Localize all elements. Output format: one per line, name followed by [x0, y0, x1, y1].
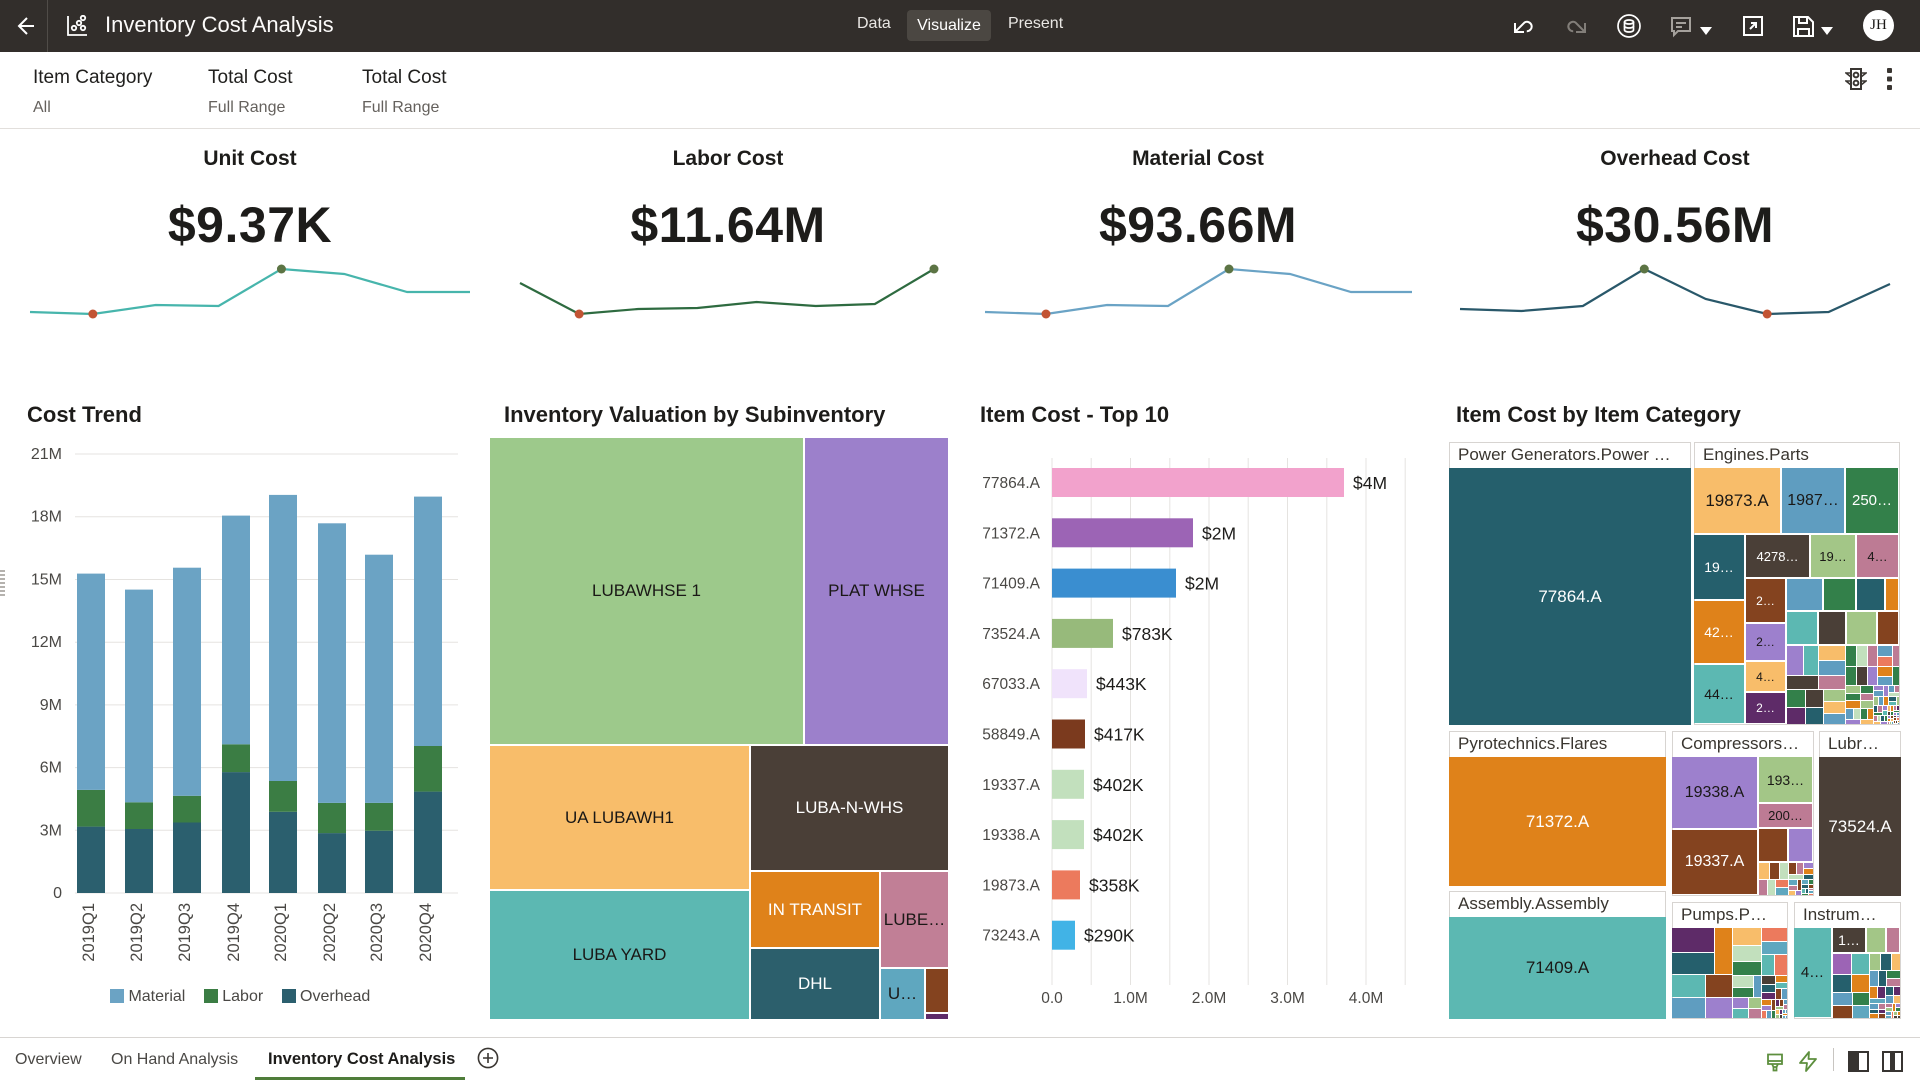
svg-text:2020Q3: 2020Q3 — [368, 903, 386, 962]
svg-text:4.0M: 4.0M — [1349, 990, 1383, 1007]
svg-text:3.0M: 3.0M — [1270, 990, 1304, 1007]
svg-text:2019Q1: 2019Q1 — [80, 903, 98, 962]
svg-text:$2M: $2M — [1185, 574, 1219, 594]
svg-text:71372.A: 71372.A — [982, 525, 1040, 542]
svg-text:$4M: $4M — [1353, 473, 1387, 493]
svg-text:$402K: $402K — [1093, 775, 1144, 795]
svg-text:2020Q4: 2020Q4 — [417, 903, 435, 962]
svg-text:1.0M: 1.0M — [1113, 990, 1147, 1007]
svg-text:67033.A: 67033.A — [982, 676, 1040, 693]
svg-text:18M: 18M — [31, 509, 62, 526]
svg-text:2019Q3: 2019Q3 — [176, 903, 194, 962]
svg-text:15M: 15M — [31, 572, 62, 589]
svg-text:$290K: $290K — [1084, 926, 1135, 946]
svg-text:71409.A: 71409.A — [982, 576, 1040, 593]
svg-text:$783K: $783K — [1122, 624, 1173, 644]
svg-text:2019Q2: 2019Q2 — [128, 903, 146, 962]
svg-text:0: 0 — [53, 885, 62, 902]
svg-text:73243.A: 73243.A — [982, 928, 1040, 945]
svg-text:19337.A: 19337.A — [982, 777, 1040, 794]
svg-text:21M: 21M — [31, 446, 62, 463]
svg-text:12M: 12M — [31, 634, 62, 651]
svg-text:$417K: $417K — [1094, 725, 1145, 745]
svg-text:$443K: $443K — [1096, 674, 1147, 694]
svg-text:2.0M: 2.0M — [1192, 990, 1226, 1007]
svg-text:2019Q4: 2019Q4 — [225, 903, 243, 962]
svg-text:$2M: $2M — [1202, 523, 1236, 543]
svg-text:2020Q1: 2020Q1 — [272, 903, 290, 962]
svg-text:77864.A: 77864.A — [982, 475, 1040, 492]
svg-text:$358K: $358K — [1089, 875, 1140, 895]
svg-text:58849.A: 58849.A — [982, 727, 1040, 744]
svg-text:0.0: 0.0 — [1041, 990, 1063, 1007]
svg-text:6M: 6M — [40, 760, 62, 777]
svg-text:$402K: $402K — [1093, 825, 1144, 845]
svg-text:73524.A: 73524.A — [982, 626, 1040, 643]
svg-text:2020Q2: 2020Q2 — [321, 903, 339, 962]
svg-text:3M: 3M — [40, 822, 62, 839]
svg-text:19873.A: 19873.A — [982, 877, 1040, 894]
svg-text:19338.A: 19338.A — [982, 827, 1040, 844]
svg-text:9M: 9M — [40, 697, 62, 714]
